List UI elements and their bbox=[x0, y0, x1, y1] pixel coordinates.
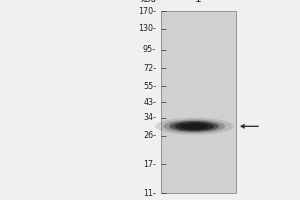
Bar bbox=[160, 11, 236, 193]
Text: 34-: 34- bbox=[143, 113, 156, 122]
Text: 72-: 72- bbox=[143, 64, 156, 73]
Text: 1: 1 bbox=[195, 0, 201, 4]
Text: 26-: 26- bbox=[143, 131, 156, 140]
Text: 11-: 11- bbox=[143, 188, 156, 197]
Text: 170-: 170- bbox=[138, 6, 156, 16]
Text: 130-: 130- bbox=[138, 24, 156, 33]
Text: 55-: 55- bbox=[143, 82, 156, 91]
Ellipse shape bbox=[163, 120, 225, 133]
Text: kDa: kDa bbox=[140, 0, 156, 4]
Text: 43-: 43- bbox=[143, 98, 156, 107]
Ellipse shape bbox=[175, 122, 214, 131]
Text: 95-: 95- bbox=[143, 45, 156, 54]
Text: 17-: 17- bbox=[143, 160, 156, 169]
Ellipse shape bbox=[181, 123, 208, 129]
Ellipse shape bbox=[169, 121, 219, 132]
Ellipse shape bbox=[155, 118, 233, 135]
